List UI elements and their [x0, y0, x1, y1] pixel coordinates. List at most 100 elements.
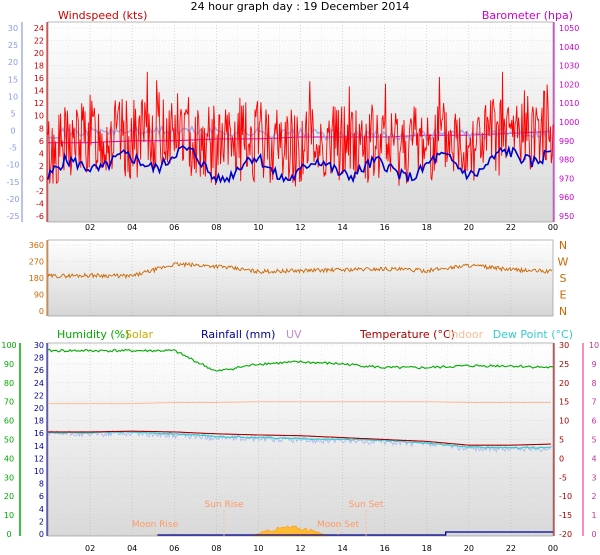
series-lines: [47, 71, 554, 537]
direction-tick: 360: [29, 241, 44, 250]
rain-tick: 16: [34, 429, 44, 438]
wind-outer-tick: 5: [10, 109, 15, 118]
uv-tick: 3: [591, 473, 596, 482]
barometer-tick: 950: [559, 212, 574, 221]
rain-tick: 8: [39, 480, 44, 489]
humidity-tick: 40: [4, 454, 14, 463]
x-tick-label-bottom: 06: [169, 544, 179, 553]
rain-tick: 24: [34, 379, 44, 388]
compass-letter: S: [560, 272, 567, 285]
compass-letter: E: [560, 289, 567, 302]
x-tick-label-top: 02: [85, 223, 95, 232]
rain-tick: 6: [39, 492, 44, 501]
moonset-label: Moon Set: [317, 520, 360, 530]
humidity-tick: 50: [4, 436, 14, 445]
x-tick-label-top: 18: [422, 223, 432, 232]
uv-label: UV: [286, 328, 302, 341]
barometer-tick: 960: [559, 193, 574, 202]
x-tick-label-top: 22: [506, 223, 516, 232]
humidity-tick: 80: [4, 379, 14, 388]
uv-tick: 2: [591, 492, 596, 501]
x-tick-label-top: 04: [127, 223, 137, 232]
x-tick-label-bottom: 22: [506, 544, 516, 553]
wind-outer-tick: 15: [8, 75, 18, 84]
wind-outer-tick: -10: [6, 161, 19, 170]
dewpoint-line: [47, 430, 551, 449]
direction-tick: 270: [29, 258, 44, 267]
direction-line: [47, 261, 553, 280]
rain-tick: 12: [34, 454, 44, 463]
uv-tick: 8: [591, 379, 596, 388]
solar-area: [252, 525, 328, 537]
wind-inner-tick: 22: [34, 37, 44, 46]
humidity-tick: 70: [4, 398, 14, 407]
rain-tick: 18: [34, 417, 44, 426]
solar-label: Solar: [125, 328, 154, 341]
barometer-tick: 1020: [559, 80, 579, 89]
wind-outer-tick: 20: [8, 58, 18, 67]
wind-inner-tick: 12: [34, 99, 44, 108]
compass-letter: W: [558, 256, 569, 269]
wind-outer-tick: 10: [8, 92, 18, 101]
barometer-axis-title: Barometer (hpa): [482, 9, 573, 22]
temp-tick: 20: [559, 379, 569, 388]
x-tick-label-bottom: 00: [548, 544, 558, 553]
humidity-label: Humidity (%): [57, 328, 129, 341]
humidity-tick: 90: [4, 360, 14, 369]
temp-tick: -20: [559, 530, 572, 539]
rain-tick: 30: [34, 341, 44, 350]
wind-inner-tick: 14: [34, 87, 44, 96]
windavg-line: [47, 145, 552, 184]
direction-tick: 0: [39, 307, 44, 316]
x-tick-label-top: 00: [548, 223, 558, 232]
humidity-tick: 0: [6, 530, 11, 539]
wind-inner-tick: 0: [39, 174, 44, 183]
x-tick-label-bottom: 10: [253, 544, 263, 553]
humidity-line: [47, 348, 554, 372]
rain-tick: 22: [34, 391, 44, 400]
wind-outer-tick: 25: [8, 41, 18, 50]
indoor-line: [48, 401, 551, 405]
wind-inner-tick: -2: [36, 187, 44, 196]
temperature-label: Temperature (°C): [359, 328, 455, 341]
x-tick-label-bottom: 02: [85, 544, 95, 553]
wind-outer-tick: -20: [6, 195, 19, 204]
rain-tick: 2: [39, 517, 44, 526]
x-tick-label-bottom: 04: [127, 544, 137, 553]
uv-tick: 10: [589, 341, 599, 350]
temp-tick: -15: [559, 511, 572, 520]
x-tick-label-bottom: 14: [337, 544, 347, 553]
x-tick-label-top: 16: [380, 223, 390, 232]
barometer-tick: 1010: [559, 99, 579, 108]
uv-tick: 9: [591, 360, 596, 369]
wind-inner-tick: -6: [36, 212, 44, 221]
temp-tick: 15: [559, 398, 569, 407]
sunset-label: Sun Set: [349, 500, 384, 510]
uv-tick: 7: [591, 398, 596, 407]
windspeed-axis-title: Windspeed (kts): [58, 9, 147, 22]
barometer-tick: 1050: [559, 24, 579, 33]
rain-tick: 10: [34, 467, 44, 476]
barometer-tick: 1000: [559, 118, 579, 127]
direction-tick: 180: [29, 274, 44, 283]
rain-tick: 14: [34, 442, 44, 451]
uv-tick: 4: [591, 454, 596, 463]
wind-inner-tick: 24: [34, 24, 44, 33]
wind-inner-tick: 8: [39, 124, 44, 133]
wind-inner-tick: 20: [34, 49, 44, 58]
uv-tick: 1: [591, 511, 596, 520]
humidity-tick: 100: [1, 341, 16, 350]
x-tick-label-top: 08: [211, 223, 221, 232]
wind-inner-tick: 6: [39, 137, 44, 146]
barometer-tick: 980: [559, 156, 574, 165]
temp-tick: -10: [559, 492, 572, 501]
x-tick-label-bottom: 20: [464, 544, 474, 553]
humidity-tick: 60: [4, 417, 14, 426]
barometer-tick: 1030: [559, 62, 579, 71]
x-tick-label-bottom: 18: [422, 544, 432, 553]
x-tick-label-bottom: 12: [295, 544, 305, 553]
x-tick-label-top: 14: [337, 223, 347, 232]
x-tick-label-top: 12: [295, 223, 305, 232]
wind-inner-tick: 16: [34, 74, 44, 83]
wind-outer-tick: 30: [8, 24, 18, 33]
